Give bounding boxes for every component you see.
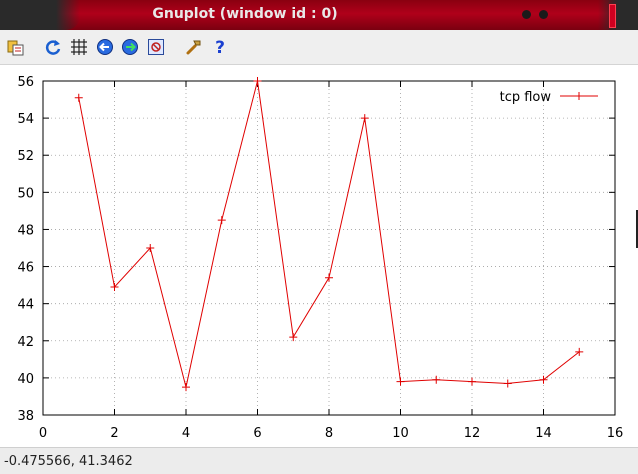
next-zoom-icon[interactable] <box>121 38 139 56</box>
data-point <box>217 216 226 225</box>
replot-icon[interactable] <box>44 38 62 56</box>
window-resize-edge[interactable] <box>636 210 638 248</box>
x-tick-label: 2 <box>110 426 118 441</box>
data-point <box>74 93 83 102</box>
data-point <box>325 273 333 282</box>
help-icon[interactable]: ? <box>211 38 229 56</box>
status-bar: -0.475566, 41.3462 <box>0 447 638 474</box>
x-tick-label: 8 <box>325 426 333 441</box>
window-side-marker <box>609 4 616 28</box>
data-point <box>146 244 155 252</box>
data-point <box>396 377 405 386</box>
window-title: Gnuplot (window id : 0) <box>152 6 338 22</box>
titlebar-left-edge <box>0 0 80 30</box>
previous-zoom-icon[interactable] <box>96 38 114 56</box>
x-tick-label: 12 <box>464 426 481 441</box>
y-tick-label: 42 <box>17 335 34 350</box>
autoscale-icon[interactable] <box>147 38 165 56</box>
x-tick-label: 14 <box>535 426 552 441</box>
plot-area[interactable]: 0 2 4 6 8 10 12 14 16 38 40 42 44 46 48 50 52 54 56 tcp flo… <box>0 65 638 447</box>
x-tick-label: 16 <box>607 426 624 441</box>
window-titlebar[interactable]: Gnuplot (window id : 0) <box>0 0 638 30</box>
options-icon[interactable] <box>185 38 203 56</box>
plot-border <box>42 80 616 416</box>
data-point <box>182 383 190 392</box>
x-tick-label: 6 <box>253 426 261 441</box>
legend-marker <box>575 92 583 100</box>
titlebar-right-edge <box>598 0 638 30</box>
y-tick-label: 46 <box>17 261 34 276</box>
x-tick-label: 4 <box>182 426 190 441</box>
y-tick-label: 50 <box>17 186 34 201</box>
data-point <box>432 375 441 384</box>
data-point <box>503 379 512 388</box>
legend-label: tcp flow <box>500 90 552 105</box>
data-point <box>289 333 298 342</box>
data-point <box>253 77 262 85</box>
y-tick-label: 40 <box>17 372 34 387</box>
x-tick-label: 0 <box>39 426 47 441</box>
y-tick-label: 38 <box>17 409 34 424</box>
y-tick-label: 44 <box>17 298 34 313</box>
toolbar: ? <box>0 30 638 65</box>
data-point <box>539 375 548 384</box>
data-point <box>110 282 119 291</box>
data-point <box>575 347 584 356</box>
svg-text:?: ? <box>215 38 225 56</box>
window-control-dot[interactable] <box>522 10 531 19</box>
y-tick-label: 48 <box>17 223 34 238</box>
y-tick-label: 56 <box>17 75 34 90</box>
mouse-coordinates: -0.475566, 41.3462 <box>4 454 133 469</box>
data-point <box>468 377 476 386</box>
window-control-dot[interactable] <box>539 10 548 19</box>
y-tick-label: 54 <box>17 112 34 127</box>
y-tick-label: 52 <box>17 149 34 164</box>
grid-icon[interactable] <box>70 38 88 56</box>
copy-to-clipboard-icon[interactable] <box>7 38 25 56</box>
x-tick-label: 10 <box>392 426 409 441</box>
data-point <box>360 114 369 123</box>
